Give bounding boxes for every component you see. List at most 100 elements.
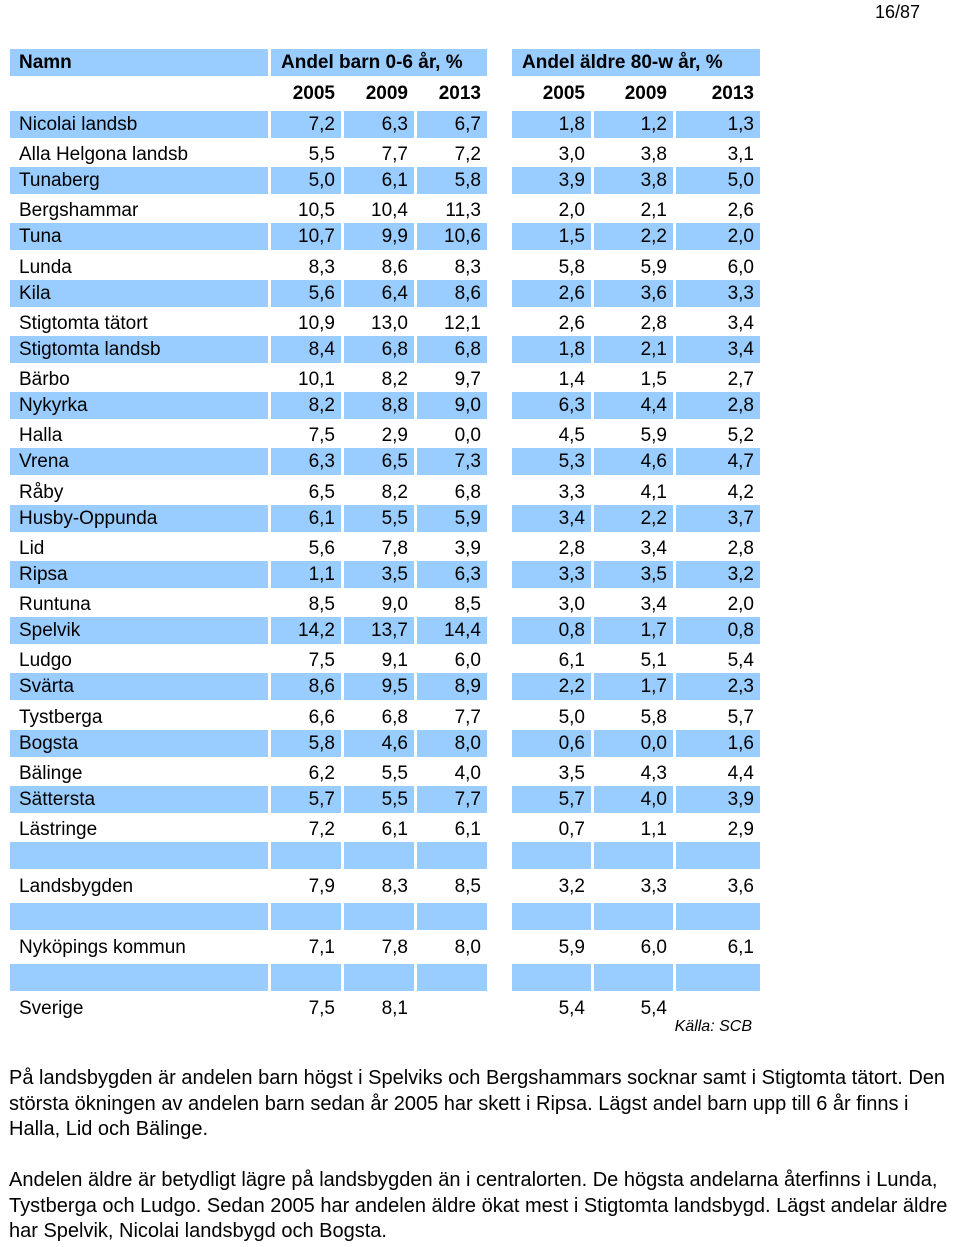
separator-band — [344, 964, 414, 991]
row-value: 5,7 — [271, 786, 341, 813]
row-value: 8,0 — [454, 937, 481, 958]
separator-band — [676, 842, 760, 869]
row-value: 8,0 — [417, 730, 487, 757]
row-value: 5,5 — [344, 505, 414, 532]
row-value: 3,0 — [558, 144, 585, 165]
row-value: 8,1 — [381, 998, 408, 1019]
row-value: 5,9 — [640, 257, 667, 278]
row-value: 8,5 — [454, 876, 481, 897]
row-value: 2,9 — [727, 819, 754, 840]
row-value: 10,9 — [298, 313, 335, 334]
row-name: Husby-Oppunda — [10, 505, 268, 532]
header-name: Namn — [10, 49, 268, 76]
row-value: 4,0 — [594, 786, 673, 813]
separator-band — [512, 842, 591, 869]
row-value: 5,8 — [640, 707, 667, 728]
row-value: 3,3 — [558, 482, 585, 503]
row-value: 7,5 — [308, 998, 335, 1019]
row-value: 6,8 — [417, 336, 487, 363]
row-value: 5,4 — [558, 998, 585, 1019]
row-value: 2,2 — [594, 223, 673, 250]
row-value: 9,1 — [381, 650, 408, 671]
row-value: 6,0 — [454, 650, 481, 671]
row-value: 6,3 — [271, 448, 341, 475]
row-value: 10,1 — [298, 369, 335, 390]
paragraph-children: På landsbygden är andelen barn högst i S… — [9, 1067, 946, 1140]
row-value: 4,0 — [454, 763, 481, 784]
row-value: 3,9 — [512, 167, 591, 194]
row-value: 2,0 — [558, 200, 585, 221]
row-name: Vrena — [10, 448, 268, 475]
row-value: 5,7 — [512, 786, 591, 813]
row-value: 2,2 — [594, 505, 673, 532]
separator-band — [594, 842, 673, 869]
row-name: Bärbo — [19, 369, 70, 390]
row-value: 5,2 — [727, 425, 754, 446]
row-value: 5,8 — [417, 167, 487, 194]
row-name: Nicolai landsb — [10, 111, 268, 138]
row-value: 2,6 — [558, 313, 585, 334]
row-value: 3,7 — [676, 505, 760, 532]
row-name: Tuna — [10, 223, 268, 250]
row-value: 6,1 — [454, 819, 481, 840]
separator-band — [344, 903, 414, 930]
row-value: 5,0 — [271, 167, 341, 194]
row-value: 9,0 — [417, 392, 487, 419]
separator-band — [271, 964, 341, 991]
row-value: 5,6 — [271, 280, 341, 307]
row-value: 3,3 — [640, 876, 667, 897]
row-value: 6,3 — [344, 111, 414, 138]
row-value: 5,5 — [381, 763, 408, 784]
row-value: 5,3 — [512, 448, 591, 475]
row-value: 8,5 — [308, 594, 335, 615]
row-value: 3,4 — [676, 336, 760, 363]
row-value: 8,8 — [344, 392, 414, 419]
row-value: 2,8 — [640, 313, 667, 334]
row-value: 0,0 — [594, 730, 673, 757]
header-year: 2009 — [365, 83, 408, 104]
row-value: 2,8 — [727, 538, 754, 559]
row-value: 8,6 — [381, 257, 408, 278]
row-value: 2,1 — [640, 200, 667, 221]
row-name: Stigtomta landsb — [10, 336, 268, 363]
row-value: 1,1 — [640, 819, 667, 840]
header-group-elderly: Andel äldre 80-w år, % — [512, 49, 760, 76]
row-value: 3,4 — [640, 594, 667, 615]
row-value: 4,2 — [727, 482, 754, 503]
separator-band — [594, 903, 673, 930]
row-name: Landsbygden — [19, 876, 134, 897]
separator-band — [10, 842, 268, 869]
row-value: 1,8 — [512, 336, 591, 363]
row-value: 2,9 — [381, 425, 408, 446]
row-value: 5,1 — [640, 650, 667, 671]
row-value: 8,4 — [271, 336, 341, 363]
row-name: Tunaberg — [10, 167, 268, 194]
row-value: 0,7 — [558, 819, 585, 840]
row-name: Ludgo — [19, 650, 72, 671]
row-value: 6,8 — [344, 336, 414, 363]
row-name: Bergshammar — [19, 200, 139, 221]
row-value: 7,2 — [454, 144, 481, 165]
row-value: 5,9 — [640, 425, 667, 446]
row-value: 5,0 — [558, 707, 585, 728]
row-value: 3,4 — [512, 505, 591, 532]
row-value: 7,7 — [454, 707, 481, 728]
row-value: 2,0 — [727, 594, 754, 615]
row-value: 6,1 — [344, 167, 414, 194]
row-value: 4,3 — [640, 763, 667, 784]
row-value: 8,3 — [381, 876, 408, 897]
row-value: 10,4 — [371, 200, 408, 221]
row-value: 4,6 — [344, 730, 414, 757]
row-value: 6,7 — [417, 111, 487, 138]
row-value: 3,0 — [558, 594, 585, 615]
row-value: 5,0 — [676, 167, 760, 194]
row-value: 3,8 — [594, 167, 673, 194]
page-number: 16/87 — [874, 2, 920, 22]
row-value: 13,7 — [344, 617, 414, 644]
row-value: 1,8 — [512, 111, 591, 138]
row-value: 7,9 — [308, 876, 335, 897]
row-value: 4,5 — [558, 425, 585, 446]
separator-band — [417, 842, 487, 869]
row-value: 8,2 — [271, 392, 341, 419]
row-value: 1,2 — [594, 111, 673, 138]
